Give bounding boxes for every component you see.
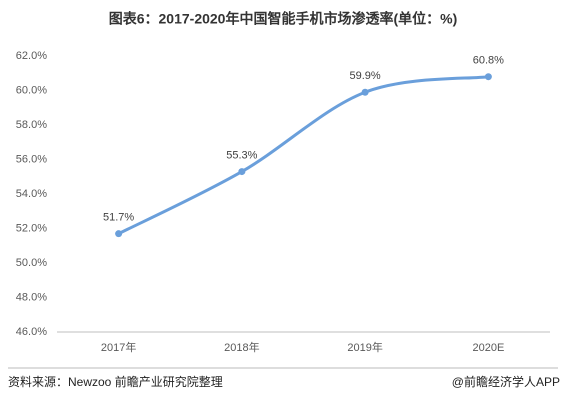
- data-label: 59.9%: [350, 70, 381, 82]
- data-point: [361, 88, 369, 96]
- x-tick-label: 2020E: [472, 342, 504, 354]
- y-tick-label: 54.0%: [16, 188, 47, 200]
- source-note: 资料来源：Newzoo 前瞻产业研究院整理: [8, 374, 223, 389]
- y-tick-label: 52.0%: [16, 222, 47, 234]
- data-label: 55.3%: [226, 149, 257, 161]
- x-tick-label: 2017年: [101, 340, 136, 354]
- y-tick-label: 56.0%: [16, 153, 47, 165]
- y-tick-label: 46.0%: [16, 326, 47, 338]
- y-tick-label: 58.0%: [16, 119, 47, 131]
- data-point: [115, 230, 123, 238]
- y-tick-label: 48.0%: [16, 291, 47, 303]
- data-label: 51.7%: [103, 212, 134, 224]
- credit: @前瞻经济学人APP: [452, 374, 560, 389]
- y-tick-label: 60.0%: [16, 84, 47, 96]
- x-tick-label: 2018年: [224, 340, 259, 354]
- data-point: [484, 73, 492, 81]
- chart-title: 图表6：2017-2020年中国智能手机市场渗透率(单位：%): [109, 11, 458, 27]
- series-line: [117, 75, 489, 236]
- data-label: 60.8%: [473, 55, 504, 67]
- data-point: [238, 168, 246, 176]
- y-tick-label: 50.0%: [16, 257, 47, 269]
- x-tick-label: 2019年: [347, 340, 382, 354]
- y-tick-label: 62.0%: [16, 50, 47, 62]
